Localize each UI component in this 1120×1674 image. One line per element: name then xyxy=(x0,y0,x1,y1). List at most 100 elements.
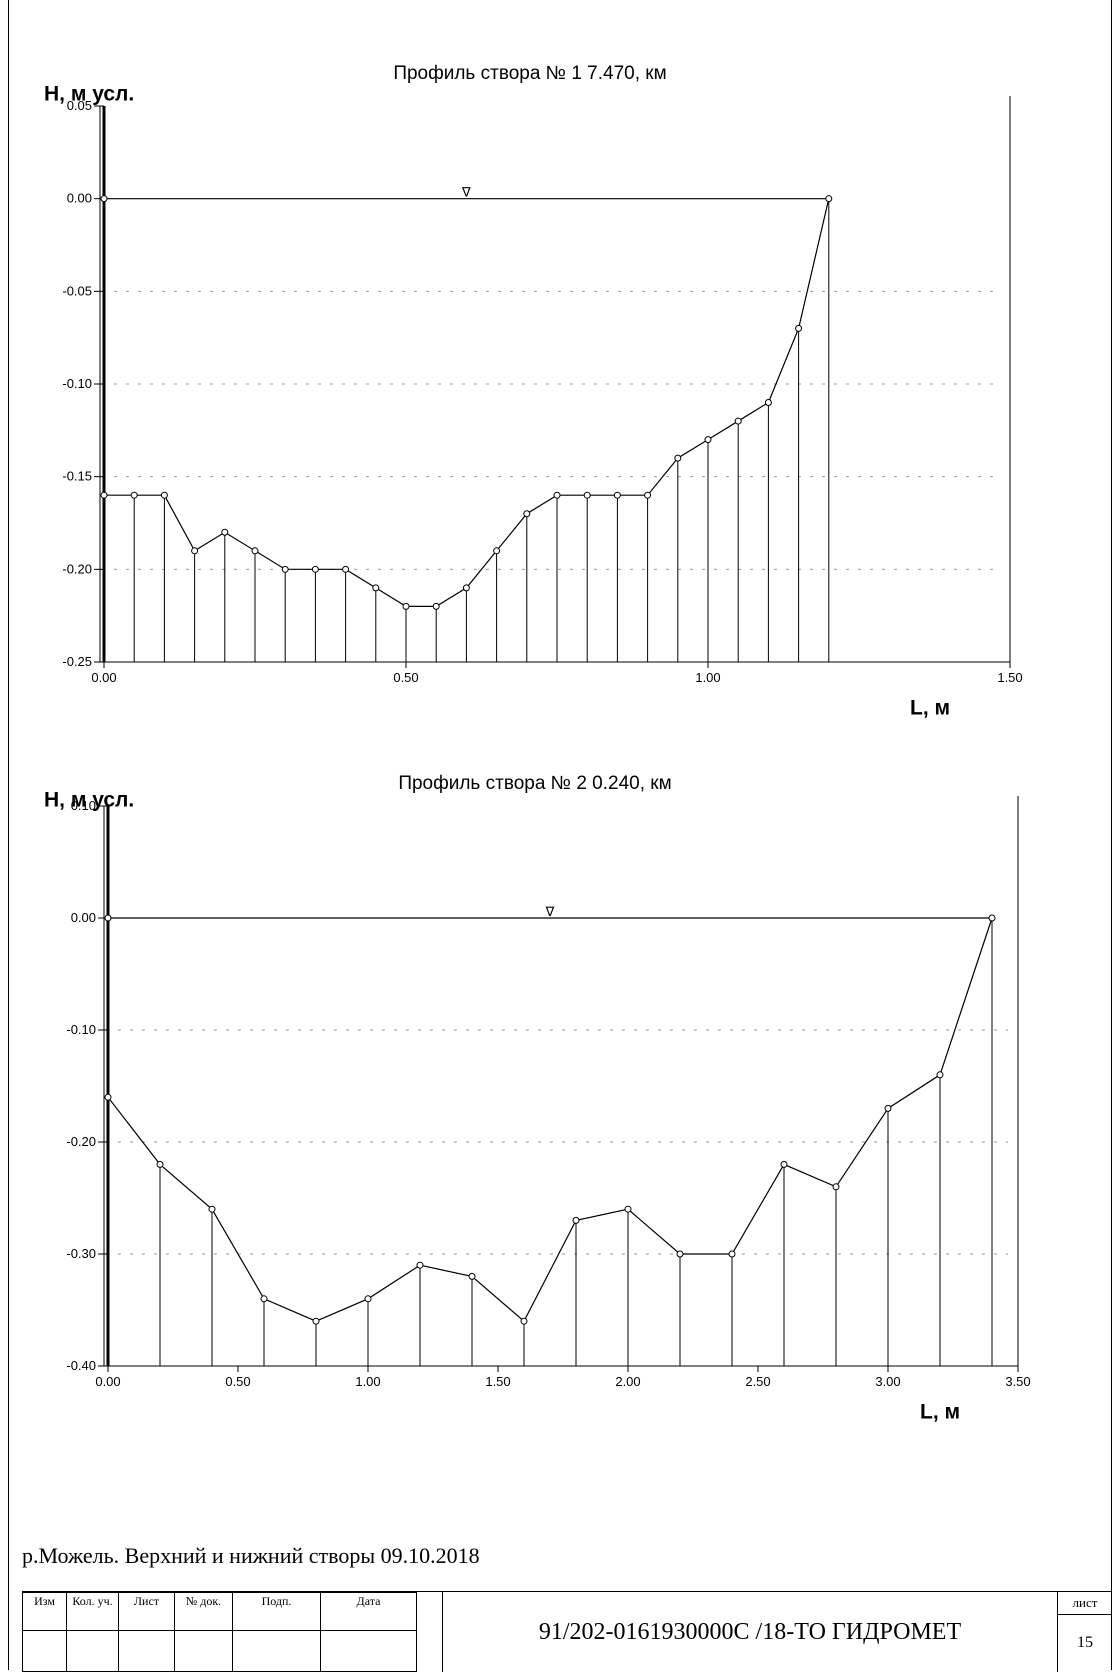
profile-point xyxy=(468,1272,476,1280)
profile-chart-1: Профиль створа № 1 7.470, км Н, м усл. L, … xyxy=(44,63,1023,720)
profile-point xyxy=(613,491,621,499)
header-data: Дата xyxy=(320,1592,417,1631)
cell-empty xyxy=(232,1630,321,1672)
y-tick-label: -0.25 xyxy=(62,654,92,669)
profile-point xyxy=(432,602,440,610)
y-tick-label: -0.05 xyxy=(62,283,92,298)
profile-point xyxy=(825,195,833,203)
cell-empty xyxy=(118,1630,175,1672)
profile-point xyxy=(795,324,803,332)
profile-point xyxy=(416,1261,424,1269)
header-list: Лист xyxy=(118,1592,175,1631)
y-tick-label: -0.10 xyxy=(62,376,92,391)
document-code: 91/202-0161930000С /18-ТО ГИДРОМЕТ xyxy=(442,1592,1057,1672)
water-level-marker: ∇ xyxy=(461,185,471,200)
profile-point xyxy=(832,1183,840,1191)
x-tick-label: 0.50 xyxy=(393,670,418,685)
profile-point xyxy=(281,565,289,573)
profile-point xyxy=(988,914,996,922)
chart-title: Профиль створа № 1 7.470, км xyxy=(393,63,666,84)
y-tick-label: -0.20 xyxy=(66,1134,96,1149)
x-tick-label: 0.50 xyxy=(225,1374,250,1389)
y-tick-label: -0.10 xyxy=(66,1022,96,1037)
x-tick-label: 1.00 xyxy=(695,670,720,685)
profile-point xyxy=(624,1205,632,1213)
profile-point xyxy=(364,1295,372,1303)
header-podp: Подп. xyxy=(232,1592,321,1631)
profile-point xyxy=(208,1205,216,1213)
profile-point xyxy=(583,491,591,499)
profile-point xyxy=(523,510,531,518)
profile-point xyxy=(100,195,108,203)
profile-line xyxy=(107,917,993,1323)
profile-point xyxy=(104,1093,112,1101)
y-tick-label: 0.00 xyxy=(71,910,96,925)
x-tick-label: 1.50 xyxy=(997,670,1022,685)
x-tick-label: 3.50 xyxy=(1005,1374,1030,1389)
chart-title: Профиль створа № 2 0.240, км xyxy=(398,773,671,794)
profile-point xyxy=(260,1295,268,1303)
cell-empty xyxy=(320,1630,417,1672)
page-frame xyxy=(8,0,1112,1670)
profile-point xyxy=(676,1250,684,1258)
x-tick-label: 1.00 xyxy=(355,1374,380,1389)
x-axis-label: L, м xyxy=(910,696,950,719)
profile-point xyxy=(553,491,561,499)
cell-empty xyxy=(174,1630,233,1672)
profile-point xyxy=(936,1071,944,1079)
x-tick-label: 3.00 xyxy=(875,1374,900,1389)
profile-line xyxy=(103,198,830,608)
profile-point xyxy=(312,1317,320,1325)
x-tick-label: 2.00 xyxy=(615,1374,640,1389)
revision-table: Изм Кол. уч. Лист № док. Подп. Дата xyxy=(22,1592,417,1672)
y-tick-label: -0.30 xyxy=(66,1246,96,1261)
profile-point xyxy=(372,584,380,592)
profile-point xyxy=(520,1317,528,1325)
profile-point xyxy=(728,1250,736,1258)
profile-point xyxy=(251,547,259,555)
header-n-dok: № док. xyxy=(174,1592,233,1631)
sheet-label: лист xyxy=(1058,1592,1112,1615)
x-tick-label: 2.50 xyxy=(745,1374,770,1389)
x-tick-label: 0.00 xyxy=(95,1374,120,1389)
profile-point xyxy=(130,491,138,499)
caption: р.Можель. Верхний и нижний створы 09.10.… xyxy=(22,1543,480,1568)
profile-point xyxy=(704,436,712,444)
cell-empty xyxy=(22,1630,67,1672)
sheet-box: лист 15 xyxy=(1057,1592,1112,1672)
y-tick-label: -0.40 xyxy=(66,1358,96,1373)
profile-point xyxy=(884,1104,892,1112)
profile-point xyxy=(191,547,199,555)
cell-empty xyxy=(66,1630,119,1672)
profile-point xyxy=(156,1160,164,1168)
header-izm: Изм xyxy=(22,1592,67,1631)
profile-point xyxy=(104,914,112,922)
profile-point xyxy=(462,584,470,592)
profile-point xyxy=(342,565,350,573)
y-tick-label: 0.10 xyxy=(71,798,96,813)
profile-point xyxy=(100,491,108,499)
y-tick-label: -0.20 xyxy=(62,561,92,576)
profile-point xyxy=(493,547,501,555)
water-level-marker: ∇ xyxy=(545,904,555,919)
profile-point xyxy=(311,565,319,573)
profile-point xyxy=(402,602,410,610)
y-tick-label: 0.00 xyxy=(67,191,92,206)
sheet-number: 15 xyxy=(1077,1634,1093,1651)
profile-point xyxy=(734,417,742,425)
profile-chart-2: Профиль створа № 2 0.240, км Н, м усл. L, … xyxy=(44,773,1031,1424)
y-axis-label: Н, м усл. xyxy=(44,82,134,105)
profile-point xyxy=(780,1160,788,1168)
y-tick-label: 0.05 xyxy=(67,98,92,113)
header-kol-uch: Кол. уч. xyxy=(66,1592,119,1631)
profile-point xyxy=(221,528,229,536)
x-tick-label: 0.00 xyxy=(91,670,116,685)
profile-point xyxy=(644,491,652,499)
x-axis-label: L, м xyxy=(920,1400,960,1423)
profile-point xyxy=(764,399,772,407)
y-axis-label: Н, м усл. xyxy=(44,788,134,811)
x-tick-label: 1.50 xyxy=(485,1374,510,1389)
title-block: Изм Кол. уч. Лист № док. Подп. Дата 91/2… xyxy=(22,1591,1112,1672)
y-tick-label: -0.15 xyxy=(62,469,92,484)
profile-point xyxy=(160,491,168,499)
